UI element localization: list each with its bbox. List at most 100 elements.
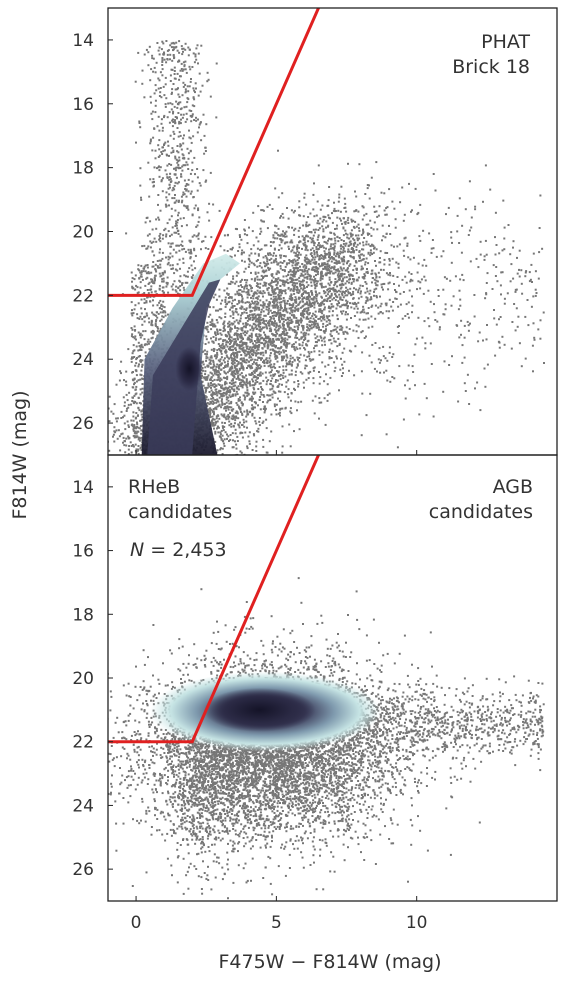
top-scatter-point xyxy=(251,230,254,233)
top-scatter-point xyxy=(258,382,261,385)
top-scatter-point xyxy=(137,456,139,458)
top-scatter-point xyxy=(305,203,308,206)
top-scatter-point xyxy=(339,273,342,276)
top-scatter-point xyxy=(258,335,261,338)
top-scatter-point xyxy=(254,314,257,317)
top-scatter-point xyxy=(295,300,298,303)
top-scatter-point xyxy=(204,395,207,398)
top-scatter-point xyxy=(373,247,375,250)
top-scatter-point xyxy=(275,408,278,411)
top-scatter-point xyxy=(266,394,269,397)
top-scatter-point xyxy=(288,307,291,310)
top-scatter-point xyxy=(281,383,283,386)
top-scatter-point xyxy=(145,459,147,461)
top-scatter-point xyxy=(251,313,254,316)
top-scatter-point xyxy=(319,304,322,307)
top-scatter-point xyxy=(223,402,226,405)
top-scatter-point xyxy=(296,325,299,328)
top-scatter-point xyxy=(313,306,316,309)
top-scatter-point xyxy=(298,276,301,279)
top-scatter-point xyxy=(375,295,378,297)
top-scatter-point xyxy=(278,411,281,414)
top-scatter-point xyxy=(228,337,230,340)
top-scatter-point xyxy=(396,245,399,248)
top-scatter-point xyxy=(186,473,188,475)
top-scatter-point xyxy=(357,289,360,292)
top-scatter-point xyxy=(244,476,246,478)
top-scatter-point xyxy=(130,451,133,454)
top-scatter-point xyxy=(206,365,209,367)
top-scatter-point xyxy=(260,219,263,222)
top-scatter-point xyxy=(116,437,119,440)
top-scatter-point xyxy=(154,460,156,462)
top-scatter-point xyxy=(295,336,298,339)
top-scatter-point xyxy=(285,385,288,388)
top-scatter-point xyxy=(294,227,297,230)
top-scatter-point xyxy=(214,430,217,433)
top-scatter-point xyxy=(293,348,296,350)
top-scatter-point xyxy=(213,370,216,373)
top-scatter-point xyxy=(295,298,298,301)
top-scatter-point xyxy=(350,350,353,353)
top-scatter-point xyxy=(253,361,255,364)
top-scatter-point xyxy=(127,424,130,427)
top-scatter-point xyxy=(352,269,355,272)
top-scatter-point xyxy=(243,251,245,254)
top-scatter-point xyxy=(122,396,125,399)
top-scatter-point xyxy=(313,333,316,336)
top-scatter-point xyxy=(305,343,308,346)
top-scatter-point xyxy=(242,367,245,370)
top-scatter-point xyxy=(350,235,353,238)
top-scatter-point xyxy=(271,314,274,317)
top-scatter-point xyxy=(243,352,246,355)
top-scatter-point xyxy=(370,176,373,179)
top-scatter-point xyxy=(213,323,216,326)
top-scatter-point xyxy=(212,347,215,350)
top-scatter-point xyxy=(278,333,281,336)
top-scatter-point xyxy=(240,284,242,287)
top-scatter-point xyxy=(301,344,304,347)
top-scatter-point xyxy=(246,445,249,448)
top-scatter-point xyxy=(304,359,307,362)
top-scatter-point xyxy=(238,246,241,249)
top-scatter-point xyxy=(261,372,264,375)
top-scatter-point xyxy=(125,370,128,373)
top-scatter-point xyxy=(204,343,207,345)
top-scatter-point xyxy=(340,219,342,222)
top-scatter-point xyxy=(254,277,257,280)
top-scatter-point xyxy=(156,465,158,467)
top-scatter-point xyxy=(342,290,344,293)
top-scatter-point xyxy=(347,291,350,293)
top-scatter-point xyxy=(328,248,330,251)
top-scatter-point xyxy=(355,303,358,306)
top-scatter-point xyxy=(118,493,120,495)
top-scatter-point xyxy=(345,232,347,235)
top-scatter-point xyxy=(291,320,294,323)
top-scatter-point xyxy=(300,400,303,403)
top-scatter-point xyxy=(216,378,219,381)
top-scatter-point xyxy=(362,254,365,257)
top-scatter-point xyxy=(356,239,359,242)
top-scatter-point xyxy=(385,304,388,307)
top-scatter-point xyxy=(313,412,316,415)
top-scatter-point xyxy=(204,370,207,373)
top-scatter-point xyxy=(277,325,280,328)
top-scatter-point xyxy=(308,299,311,302)
top-scatter-point xyxy=(278,324,281,327)
top-scatter-point xyxy=(137,466,139,468)
top-scatter-point xyxy=(243,398,246,401)
top-scatter-point xyxy=(340,239,343,241)
top-scatter-point xyxy=(353,315,356,317)
top-scatter-point xyxy=(267,293,270,296)
top-scatter-point xyxy=(343,197,346,200)
top-scatter-point xyxy=(235,443,238,446)
top-scatter-point xyxy=(313,296,316,299)
top-scatter-point xyxy=(283,280,286,283)
top-scatter-point xyxy=(175,466,177,468)
top-scatter-point xyxy=(234,411,237,414)
top-scatter-point xyxy=(320,339,323,342)
top-scatter-point xyxy=(230,280,233,283)
top-scatter-point xyxy=(336,303,339,306)
top-scatter-point xyxy=(317,229,320,231)
top-scatter-point xyxy=(170,471,172,473)
